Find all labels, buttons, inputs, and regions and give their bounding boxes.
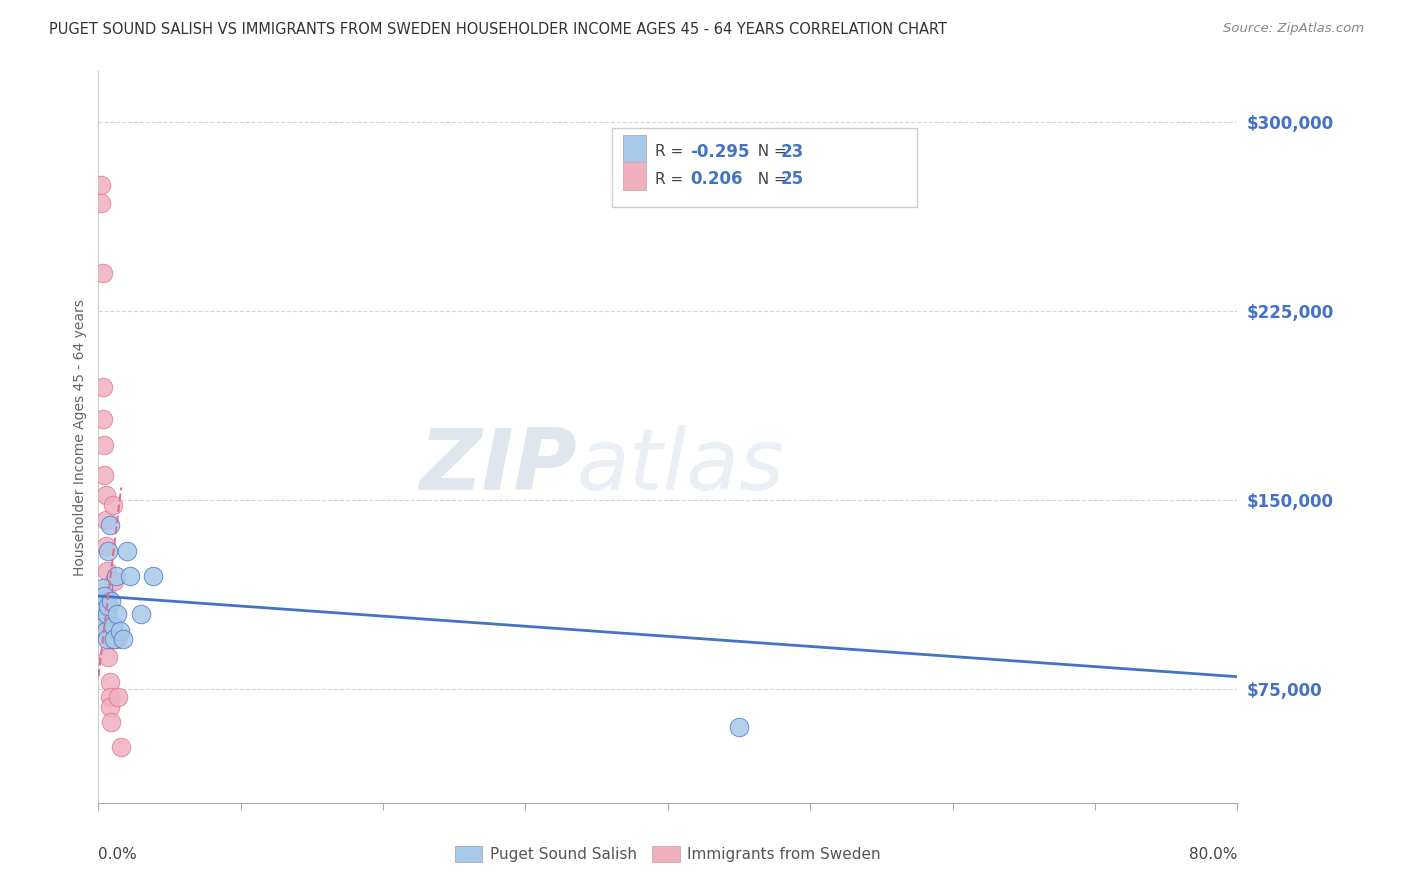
Point (97, 649, 120, 664)
Text: 0.206: 0.206 (690, 170, 742, 188)
Text: N =: N = (748, 171, 792, 186)
Point (100, 632, 122, 646)
Text: R =: R = (655, 145, 689, 159)
Text: N =: N = (748, 145, 792, 159)
Point (101, 498, 124, 512)
Point (110, 740, 132, 755)
Point (93, 437, 115, 451)
Point (93, 619, 115, 633)
Point (111, 632, 134, 646)
Point (141, 569, 163, 583)
Text: ZIP: ZIP (419, 425, 576, 508)
Point (97, 619, 120, 633)
Point (108, 624, 131, 639)
Point (97, 543, 120, 558)
Point (105, 607, 128, 621)
Point (91, 412, 114, 426)
Point (96, 619, 118, 633)
Text: Source: ZipAtlas.com: Source: ZipAtlas.com (1223, 22, 1364, 36)
Point (90, 178, 112, 192)
Y-axis label: Householder Income Ages 45 - 64 years: Householder Income Ages 45 - 64 years (73, 299, 87, 575)
Point (94, 624, 117, 639)
Point (100, 594, 122, 608)
Point (98, 674, 121, 689)
Point (118, 569, 141, 583)
Point (93, 467, 115, 482)
Text: R =: R = (655, 171, 689, 186)
Point (103, 574, 125, 588)
Point (94, 488, 117, 502)
Text: -0.295: -0.295 (690, 143, 749, 161)
Point (96, 632, 118, 646)
Point (101, 619, 124, 633)
Point (90, 195, 112, 210)
Point (107, 690, 129, 704)
Point (98, 690, 121, 704)
Point (94, 513, 117, 527)
Text: 0.0%: 0.0% (98, 847, 138, 862)
Point (91, 379, 114, 393)
Point (91, 582, 114, 596)
Point (97, 599, 120, 613)
Text: 23: 23 (780, 143, 804, 161)
Point (91, 266, 114, 280)
Text: 25: 25 (780, 170, 804, 188)
Point (96, 589, 118, 603)
Text: atlas: atlas (576, 425, 785, 508)
Point (129, 607, 152, 621)
Point (93, 589, 115, 603)
Point (98, 518, 121, 533)
Point (94, 539, 117, 553)
Point (105, 632, 128, 646)
Text: 80.0%: 80.0% (1189, 847, 1237, 862)
Point (728, 720, 751, 734)
Point (90, 594, 112, 608)
Legend: Puget Sound Salish, Immigrants from Sweden: Puget Sound Salish, Immigrants from Swed… (449, 840, 887, 868)
Point (104, 569, 127, 583)
Point (98, 700, 121, 714)
Point (100, 715, 122, 730)
Point (103, 632, 125, 646)
Point (115, 543, 138, 558)
Point (96, 564, 118, 578)
Point (96, 607, 118, 621)
Point (91, 599, 114, 613)
Text: PUGET SOUND SALISH VS IMMIGRANTS FROM SWEDEN HOUSEHOLDER INCOME AGES 45 - 64 YEA: PUGET SOUND SALISH VS IMMIGRANTS FROM SW… (49, 22, 948, 37)
